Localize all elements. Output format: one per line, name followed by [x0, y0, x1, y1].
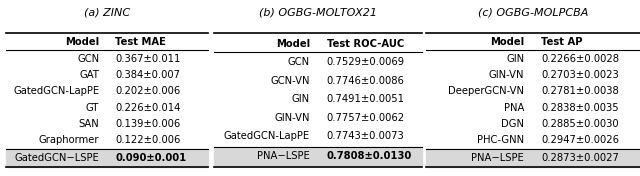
Text: PHC-GNN: PHC-GNN	[477, 135, 524, 145]
Text: GCN: GCN	[77, 54, 99, 64]
Text: PNA: PNA	[504, 103, 524, 113]
Text: 0.2781±0.0038: 0.2781±0.0038	[541, 86, 619, 96]
Bar	[426, 149, 640, 166]
Text: Model: Model	[490, 37, 524, 47]
Text: GIN-VN: GIN-VN	[489, 70, 524, 80]
Text: Test MAE: Test MAE	[115, 37, 166, 47]
Text: Test ROC-AUC: Test ROC-AUC	[327, 39, 404, 49]
Text: 0.2885±0.0030: 0.2885±0.0030	[541, 119, 619, 129]
Text: DeeperGCN-VN: DeeperGCN-VN	[448, 86, 524, 96]
Text: 0.202±0.006: 0.202±0.006	[115, 86, 180, 96]
Text: GCN-VN: GCN-VN	[271, 76, 310, 86]
Text: GIN: GIN	[506, 54, 524, 64]
Text: DGN: DGN	[501, 119, 524, 129]
Text: GIN: GIN	[292, 94, 310, 104]
Text: Test AP: Test AP	[541, 37, 583, 47]
Text: Model: Model	[276, 39, 310, 49]
Text: 0.7757±0.0062: 0.7757±0.0062	[327, 113, 405, 123]
Text: 0.2873±0.0027: 0.2873±0.0027	[541, 153, 620, 163]
Text: 0.7491±0.0051: 0.7491±0.0051	[327, 94, 404, 104]
Text: 0.090±0.001: 0.090±0.001	[115, 153, 186, 163]
Text: 0.2947±0.0026: 0.2947±0.0026	[541, 135, 620, 145]
Text: 0.2838±0.0035: 0.2838±0.0035	[541, 103, 619, 113]
Text: 0.384±0.007: 0.384±0.007	[115, 70, 180, 80]
Text: GatedGCN-LapPE: GatedGCN-LapPE	[224, 131, 310, 142]
Text: GatedGCN-LapPE: GatedGCN-LapPE	[13, 86, 99, 96]
Text: 0.122±0.006: 0.122±0.006	[115, 135, 180, 145]
Text: SAN: SAN	[78, 119, 99, 129]
Text: GIN-VN: GIN-VN	[275, 113, 310, 123]
Bar	[6, 149, 208, 166]
Text: (a) ZINC: (a) ZINC	[84, 7, 131, 17]
Text: (b) OGBG-MOLTOX21: (b) OGBG-MOLTOX21	[259, 7, 378, 17]
Text: GT: GT	[86, 103, 99, 113]
Text: 0.7746±0.0086: 0.7746±0.0086	[327, 76, 404, 86]
Text: 0.139±0.006: 0.139±0.006	[115, 119, 180, 129]
Text: 0.2703±0.0023: 0.2703±0.0023	[541, 70, 619, 80]
Text: 0.7808±0.0130: 0.7808±0.0130	[327, 151, 412, 161]
Text: PNA−LSPE: PNA−LSPE	[472, 153, 524, 163]
Text: GCN: GCN	[288, 57, 310, 67]
Text: 0.7529±0.0069: 0.7529±0.0069	[327, 57, 405, 67]
Text: GAT: GAT	[79, 70, 99, 80]
Text: 0.226±0.014: 0.226±0.014	[115, 103, 180, 113]
Text: (c) OGBG-MOLPCBA: (c) OGBG-MOLPCBA	[477, 7, 588, 17]
Text: 0.7743±0.0073: 0.7743±0.0073	[327, 131, 404, 142]
Text: Model: Model	[65, 37, 99, 47]
Text: Graphormer: Graphormer	[38, 135, 99, 145]
Bar	[214, 147, 422, 166]
Text: GatedGCN−LSPE: GatedGCN−LSPE	[14, 153, 99, 163]
Text: 0.367±0.011: 0.367±0.011	[115, 54, 180, 64]
Text: 0.2266±0.0028: 0.2266±0.0028	[541, 54, 620, 64]
Text: PNA−LSPE: PNA−LSPE	[257, 151, 310, 161]
